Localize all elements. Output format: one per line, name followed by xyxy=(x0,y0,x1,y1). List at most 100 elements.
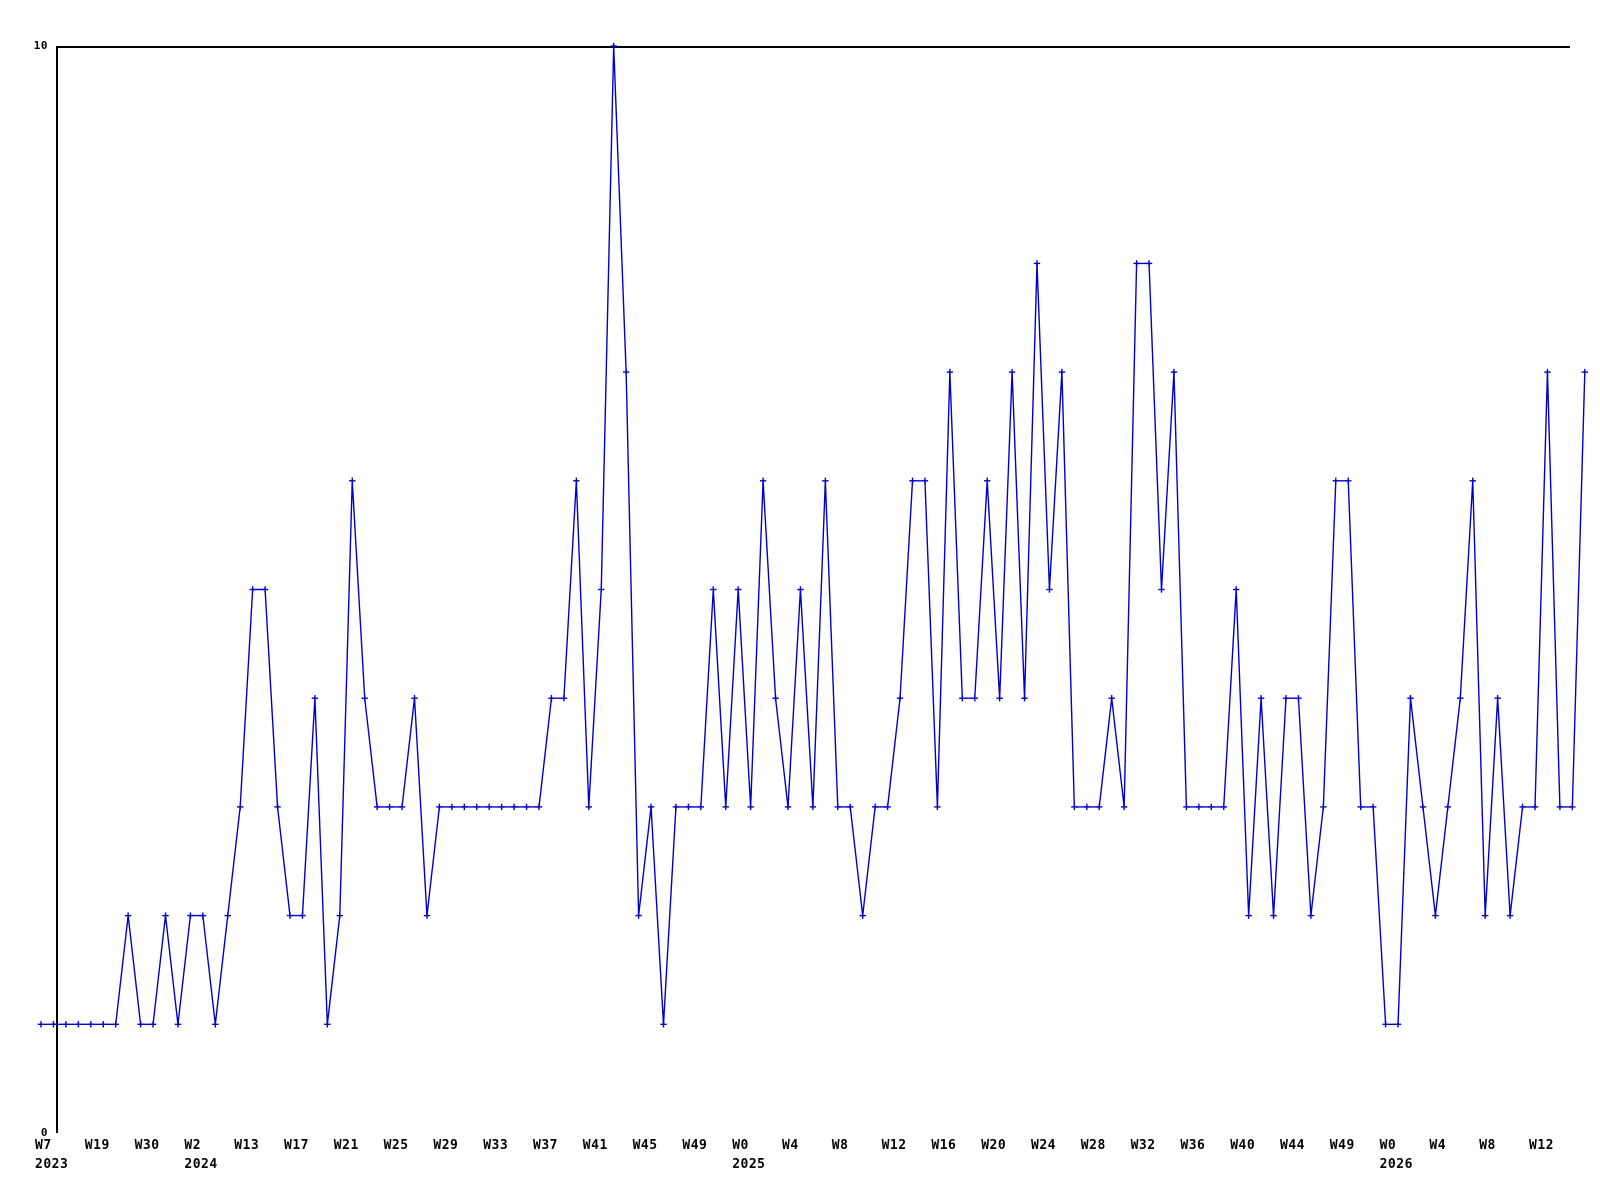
data-point xyxy=(1220,803,1227,811)
data-point xyxy=(1357,803,1364,811)
data-point xyxy=(224,912,231,919)
data-point xyxy=(1021,695,1028,702)
x-axis-tick-label: W44 xyxy=(1280,1138,1305,1153)
data-point xyxy=(1083,803,1090,811)
data-point xyxy=(759,477,767,484)
y-axis-tick-label-max: 10 xyxy=(33,39,48,52)
data-point xyxy=(1133,260,1140,267)
x-axis-tick-week: W45 xyxy=(632,1138,658,1153)
data-point xyxy=(1282,695,1290,702)
series-markers-group xyxy=(37,42,1588,1028)
x-axis-tick-label: W7 2023 xyxy=(35,1138,68,1172)
x-axis-tick-year: 2025 xyxy=(732,1157,766,1172)
data-point xyxy=(921,477,929,484)
x-axis-tick-week: W41 xyxy=(582,1138,608,1153)
x-axis-tick-label: W0 2026 xyxy=(1380,1138,1413,1172)
x-axis-tick-week: W20 xyxy=(981,1138,1007,1153)
x-axis-tick-week: W36 xyxy=(1180,1138,1206,1153)
data-point xyxy=(1208,803,1215,811)
data-point xyxy=(1195,803,1203,811)
data-point xyxy=(647,803,655,811)
data-point xyxy=(1058,368,1066,376)
data-point xyxy=(585,803,592,811)
x-axis-tick-week: W49 xyxy=(1329,1138,1355,1153)
plot-frame xyxy=(56,46,1570,1133)
data-point xyxy=(249,586,256,593)
data-point xyxy=(37,1021,45,1028)
x-axis-tick-year: 2024 xyxy=(184,1157,218,1172)
data-point xyxy=(822,477,829,484)
data-point xyxy=(934,803,941,811)
data-point xyxy=(1233,586,1240,593)
x-axis-tick-label: W0 2025 xyxy=(732,1138,765,1172)
x-axis-tick-week: W8 xyxy=(831,1138,849,1153)
x-axis-tick-week: W19 xyxy=(84,1138,110,1153)
x-axis-tick-label: W28 xyxy=(1081,1138,1106,1153)
x-axis-tick-label: W8 xyxy=(1479,1138,1496,1153)
x-axis-tick-label: W4 xyxy=(1429,1138,1446,1153)
x-axis-tick-week: W12 xyxy=(1529,1138,1554,1153)
x-axis-tick-week: W7 xyxy=(35,1138,52,1153)
data-point xyxy=(946,368,954,376)
data-point xyxy=(261,586,269,593)
data-point xyxy=(498,803,505,811)
x-axis-tick-label: W12 xyxy=(882,1138,907,1153)
x-axis-tick-label: W17 xyxy=(284,1138,309,1153)
data-point xyxy=(386,803,393,811)
data-point xyxy=(398,803,406,811)
x-axis-tick-label: W41 xyxy=(583,1138,608,1153)
x-axis-tick-label: W40 xyxy=(1230,1138,1255,1153)
x-axis-tick-week: W49 xyxy=(682,1138,708,1153)
x-axis-tick-week: W37 xyxy=(533,1138,558,1153)
x-axis-tick-week: W2 xyxy=(184,1138,202,1153)
data-point xyxy=(1033,260,1041,267)
data-point xyxy=(1519,803,1526,811)
data-point xyxy=(187,912,194,919)
data-point xyxy=(510,803,518,811)
data-point xyxy=(635,912,642,919)
data-point xyxy=(1369,803,1377,811)
x-axis-tick-week: W33 xyxy=(483,1138,509,1153)
data-point xyxy=(996,695,1003,702)
data-point xyxy=(1170,368,1178,376)
data-point xyxy=(87,1021,94,1028)
x-axis-tick-label: W29 xyxy=(433,1138,458,1153)
x-axis-tick-week: W28 xyxy=(1080,1138,1106,1153)
x-axis-tick-label: W12 xyxy=(1529,1138,1554,1153)
data-point xyxy=(1482,912,1489,919)
data-point xyxy=(1382,1021,1389,1028)
data-point xyxy=(212,1021,219,1028)
data-point xyxy=(373,803,381,811)
data-point xyxy=(100,1021,107,1028)
x-axis-tick-week: W4 xyxy=(782,1138,799,1153)
data-point xyxy=(685,803,692,811)
data-point xyxy=(1569,803,1576,811)
data-point xyxy=(286,912,294,919)
data-point xyxy=(124,912,132,919)
data-point xyxy=(1096,803,1103,811)
x-axis-tick-label: W37 xyxy=(533,1138,558,1153)
series-polyline xyxy=(41,45,1586,1026)
x-axis-tick-week: W40 xyxy=(1230,1138,1256,1153)
data-point xyxy=(1531,803,1539,811)
data-point xyxy=(1556,803,1564,811)
x-axis-tick-label: W13 xyxy=(234,1138,259,1153)
data-point xyxy=(112,1021,119,1028)
data-point xyxy=(784,803,792,811)
data-point xyxy=(735,586,742,593)
x-axis-tick-label: W4 xyxy=(782,1138,799,1153)
x-axis-tick-label: W16 xyxy=(931,1138,956,1153)
data-point xyxy=(199,912,207,919)
data-point xyxy=(473,803,480,811)
data-point xyxy=(274,803,281,811)
data-point xyxy=(984,477,991,484)
data-point xyxy=(1183,803,1190,811)
data-point xyxy=(361,695,368,702)
x-axis-tick-week: W30 xyxy=(134,1138,160,1153)
data-point xyxy=(1345,477,1352,484)
y-axis-tick-label-min: 0 xyxy=(40,1126,48,1139)
data-point xyxy=(1407,695,1414,702)
data-point xyxy=(871,803,879,811)
data-point xyxy=(436,803,443,811)
data-point xyxy=(697,803,705,811)
